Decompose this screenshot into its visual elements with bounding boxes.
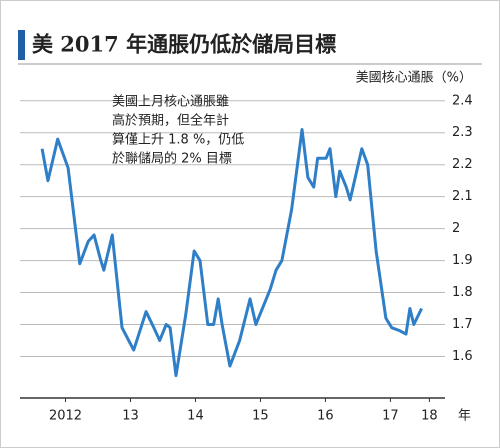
x-tick-label: 18 bbox=[421, 409, 438, 424]
y-tick-label: 2.1 bbox=[452, 189, 473, 204]
x-tick-label: 14 bbox=[187, 409, 204, 424]
y-tick-label: 2.3 bbox=[452, 125, 473, 140]
y-tick-label: 2.2 bbox=[452, 157, 473, 172]
chart-title: 美 2017 年通脹仍低於儲局目標 bbox=[32, 32, 336, 57]
x-tick-label: 13 bbox=[122, 409, 139, 424]
y-axis-label: 美國核心通脹（%） bbox=[356, 71, 472, 86]
line bbox=[40, 128, 423, 378]
y-tick-label: 2.4 bbox=[452, 93, 473, 108]
annotation: 於聯儲局的 2% 目標 bbox=[112, 151, 232, 167]
y-tick-label: 1.7 bbox=[452, 317, 473, 332]
x-tick-label: 15 bbox=[252, 409, 269, 424]
y-tick-label: 1.8 bbox=[452, 285, 473, 300]
x-tick-label: 17 bbox=[382, 409, 399, 424]
x-tick-label: 2012 bbox=[49, 409, 82, 424]
y-tick-label: 1.6 bbox=[452, 349, 473, 364]
title-bar bbox=[18, 30, 25, 60]
annotation: 美國上月核心通脹雖 bbox=[112, 95, 229, 110]
y-tick-label: 1.9 bbox=[452, 253, 473, 268]
x-axis-label: 年 bbox=[458, 409, 471, 424]
annotation: 算僅上升 1.8 %，仍低 bbox=[112, 133, 244, 148]
annotation: 高於預期，但全年計 bbox=[112, 113, 229, 129]
x-tick-label: 16 bbox=[317, 409, 334, 424]
y-tick-label: 2 bbox=[452, 221, 460, 236]
